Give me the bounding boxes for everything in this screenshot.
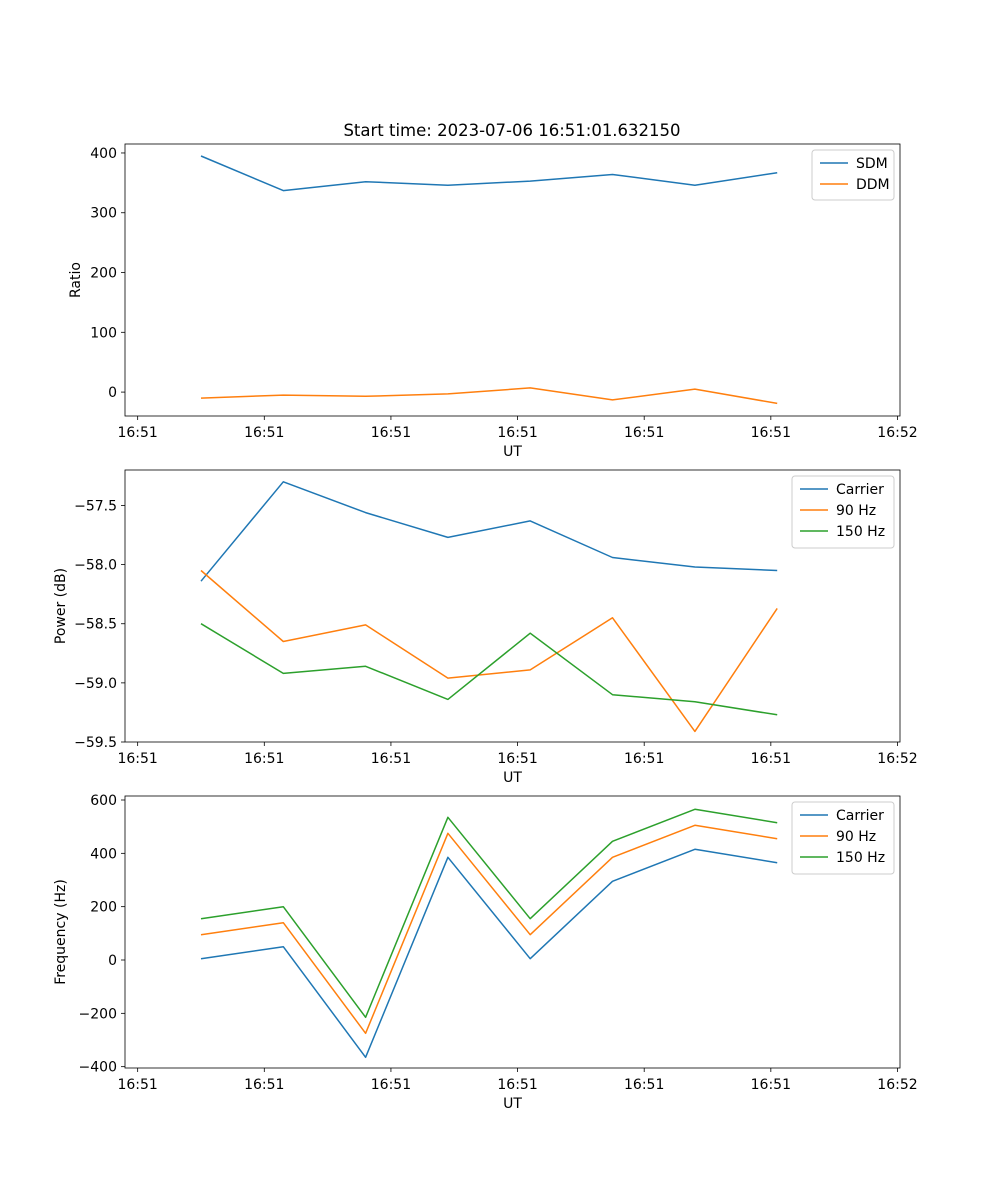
- x-tick-label: 16:52: [877, 425, 917, 441]
- x-tick-label: 16:51: [624, 1077, 664, 1093]
- series-line-carrier: [200, 848, 778, 1059]
- legend-label: 90 Hz: [836, 829, 876, 845]
- y-tick-label: −400: [79, 1060, 117, 1076]
- y-tick-label: 0: [108, 385, 117, 401]
- legend-label: Carrier: [836, 808, 884, 824]
- x-tick-label: 16:51: [244, 425, 284, 441]
- legend: Carrier 90 Hz 150 Hz: [791, 475, 895, 549]
- legend-label: Carrier: [836, 482, 884, 498]
- legend-box: [791, 475, 895, 549]
- y-tick-label: 300: [90, 206, 117, 222]
- x-tick-label: 16:52: [877, 1077, 917, 1093]
- x-tick-label: 16:51: [624, 751, 664, 767]
- x-tick-label: 16:51: [117, 751, 157, 767]
- series-line-150-hz: [200, 623, 778, 716]
- x-tick-label: 16:51: [497, 751, 537, 767]
- frequency-chart: 16:51 16:51 16:51 16:51 16:51 16:51 16:52 600 40…: [53, 793, 918, 1112]
- y-tick-label: −58.0: [74, 558, 117, 574]
- power-chart: 16:51 16:51 16:51 16:51 16:51 16:51 16:52 −57.5…: [53, 469, 918, 786]
- series-line-sdm: [200, 155, 778, 192]
- x-axis-label: UT: [503, 1096, 522, 1112]
- y-tick-label: 200: [90, 266, 117, 282]
- series-line-90-hz: [200, 569, 778, 733]
- y-tick-label: 400: [90, 846, 117, 862]
- y-tick-label: −59.0: [74, 676, 117, 692]
- plot-area-frame: [124, 143, 901, 417]
- x-tick-label: 16:51: [497, 1077, 537, 1093]
- x-tick-label: 16:51: [371, 425, 411, 441]
- x-tick-label: 16:51: [244, 1077, 284, 1093]
- legend-box: [791, 801, 895, 875]
- y-tick-label: −58.5: [74, 617, 117, 633]
- legend-label: DDM: [856, 177, 890, 193]
- series-line-carrier: [200, 481, 778, 582]
- y-axis-label: Ratio: [68, 262, 84, 298]
- y-tick-label: 0: [108, 953, 117, 969]
- y-tick-label: −200: [79, 1006, 117, 1022]
- y-tick-label: 600: [90, 793, 117, 809]
- x-tick-label: 16:51: [751, 1077, 791, 1093]
- x-tick-label: 16:51: [117, 425, 157, 441]
- x-tick-label: 16:51: [117, 1077, 157, 1093]
- x-tick-label: 16:52: [877, 751, 917, 767]
- y-tick-label: 200: [90, 900, 117, 916]
- x-tick-label: 16:51: [624, 425, 664, 441]
- legend-label: 150 Hz: [836, 850, 885, 866]
- ratio-chart: 16:51 16:51 16:51 16:51 16:51 16:51 16:52 0 100 2…: [68, 143, 918, 460]
- series-line-150-hz: [200, 808, 778, 1019]
- y-tick-label: 400: [90, 146, 117, 162]
- x-tick-label: 16:51: [371, 751, 411, 767]
- legend: Carrier 90 Hz 150 Hz: [791, 801, 895, 875]
- figure-title: Start time: 2023-07-06 16:51:01.632150: [343, 121, 680, 140]
- y-tick-label: 100: [90, 325, 117, 341]
- x-tick-label: 16:51: [244, 751, 284, 767]
- plot-area-frame: [124, 469, 901, 743]
- y-tick-label: −59.5: [74, 735, 117, 751]
- x-tick-label: 16:51: [751, 751, 791, 767]
- x-axis-label: UT: [503, 444, 522, 460]
- plot-area-frame: [124, 795, 901, 1069]
- series-line-ddm: [200, 387, 778, 405]
- legend-label: SDM: [856, 156, 888, 172]
- legend-label: 90 Hz: [836, 503, 876, 519]
- x-axis-label: UT: [503, 770, 522, 786]
- y-axis-label: Power (dB): [53, 568, 69, 644]
- x-tick-label: 16:51: [371, 1077, 411, 1093]
- legend: SDM DDM: [811, 149, 895, 201]
- x-tick-label: 16:51: [751, 425, 791, 441]
- series-line-90-hz: [200, 824, 778, 1035]
- y-tick-label: −57.5: [74, 498, 117, 514]
- x-tick-label: 16:51: [497, 425, 537, 441]
- legend-label: 150 Hz: [836, 524, 885, 540]
- y-axis-label: Frequency (Hz): [53, 879, 69, 985]
